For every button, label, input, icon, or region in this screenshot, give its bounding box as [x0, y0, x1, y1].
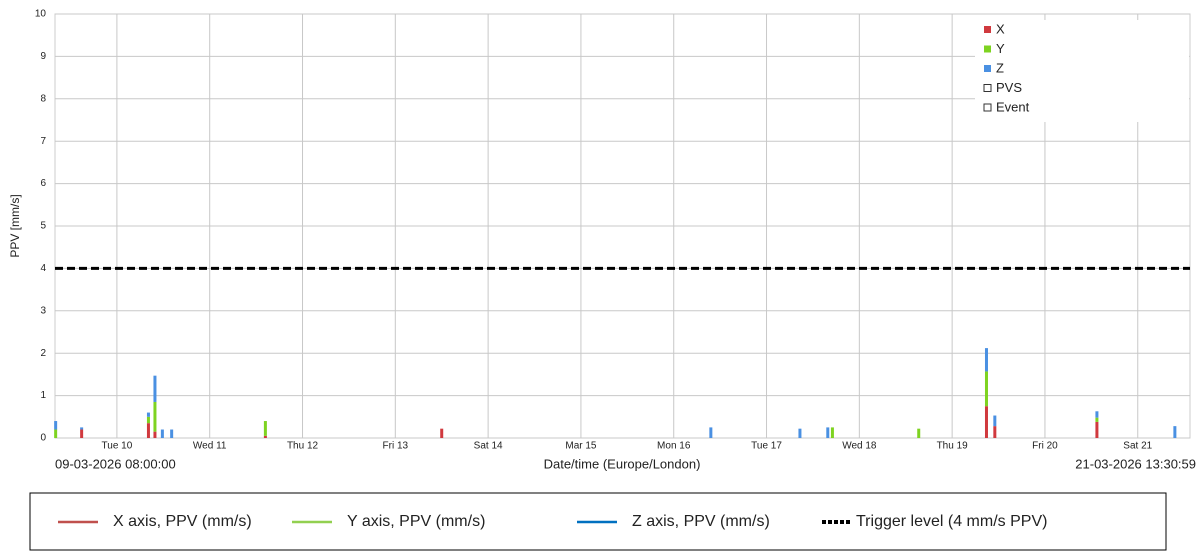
x-tick-label: Thu 19	[937, 441, 969, 452]
x-tick-label: Tue 10	[102, 441, 133, 452]
legend-swatch	[984, 45, 991, 53]
bar-segment	[709, 427, 713, 438]
bar-segment	[160, 429, 164, 438]
y-tick-label: 0	[40, 433, 46, 444]
legend-label: Trigger level (4 mm/s PPV)	[856, 513, 1047, 530]
x-tick-label: Fri 13	[383, 441, 409, 452]
bar-segment	[830, 427, 834, 438]
y-tick-label: 1	[40, 390, 46, 401]
bar-segment	[263, 435, 267, 438]
bar-segment	[440, 428, 444, 438]
y-tick-label: 4	[40, 263, 46, 274]
y-tick-label: 2	[40, 348, 46, 359]
x-end-label: 21-03-2026 13:30:59	[1075, 456, 1196, 471]
bar-segment	[146, 416, 150, 424]
legend-label: PVS	[996, 80, 1022, 95]
bar-segment	[826, 427, 830, 438]
x-tick-label: Sat 14	[474, 441, 503, 452]
bar-segment	[153, 431, 157, 438]
y-tick-label: 10	[35, 9, 47, 20]
legend-label: Z	[996, 60, 1004, 75]
bar-segment	[917, 428, 921, 438]
bar-segment	[170, 429, 174, 438]
bar-segment	[1173, 426, 1177, 438]
bar-segment	[153, 375, 157, 402]
bar-segment	[993, 415, 997, 427]
x-tick-label: Wed 18	[842, 441, 877, 452]
bar-segment	[54, 421, 58, 430]
x-tick-label: Fri 20	[1032, 441, 1058, 452]
legend-background	[975, 20, 1189, 122]
x-tick-label: Mon 16	[657, 441, 691, 452]
bar-segment	[153, 401, 157, 432]
legend-swatch	[984, 65, 991, 72]
y-tick-label: 7	[40, 136, 46, 147]
bar-segment	[984, 371, 988, 407]
x-tick-label: Thu 12	[287, 441, 319, 452]
y-tick-label: 8	[40, 93, 46, 104]
legend-label: Z axis, PPV (mm/s)	[632, 513, 770, 530]
x-tick-label: Wed 11	[193, 441, 227, 452]
bar-segment	[54, 429, 58, 438]
x-tick-label: Tue 17	[751, 441, 782, 452]
y-tick-label: 9	[40, 51, 46, 62]
bar-segment	[80, 429, 84, 438]
legend-label: X axis, PPV (mm/s)	[113, 513, 252, 530]
legend-label: Y	[996, 41, 1005, 56]
legend-label: X	[996, 21, 1005, 36]
bar-segment	[146, 423, 150, 438]
bottom-legend-box	[29, 492, 1167, 551]
bar-segment	[993, 426, 997, 438]
x-tick-label: Mar 15	[565, 441, 597, 452]
legend-swatch	[983, 103, 992, 112]
y-axis-label: PPV [mm/s]	[8, 194, 22, 257]
x-start-label: 09-03-2026 08:00:00	[55, 456, 176, 471]
y-tick-label: 5	[40, 221, 46, 232]
bar-segment	[1095, 421, 1099, 438]
bar-segment	[984, 406, 988, 438]
x-axis-label: Date/time (Europe/London)	[544, 456, 701, 471]
legend-swatch	[984, 26, 991, 33]
bar-segment	[1095, 417, 1099, 422]
legend-label: Y axis, PPV (mm/s)	[347, 513, 485, 530]
y-tick-label: 6	[40, 178, 46, 189]
y-tick-label: 3	[40, 305, 46, 316]
legend-label: Event	[996, 99, 1030, 114]
bar-segment	[80, 427, 84, 430]
bar-segment	[1095, 411, 1099, 418]
bar-segment	[263, 421, 267, 436]
bar-segment	[146, 412, 150, 417]
bar-segment	[798, 428, 802, 438]
x-tick-label: Sat 21	[1123, 441, 1152, 452]
legend-swatch	[983, 84, 992, 92]
bar-segment	[984, 348, 988, 372]
